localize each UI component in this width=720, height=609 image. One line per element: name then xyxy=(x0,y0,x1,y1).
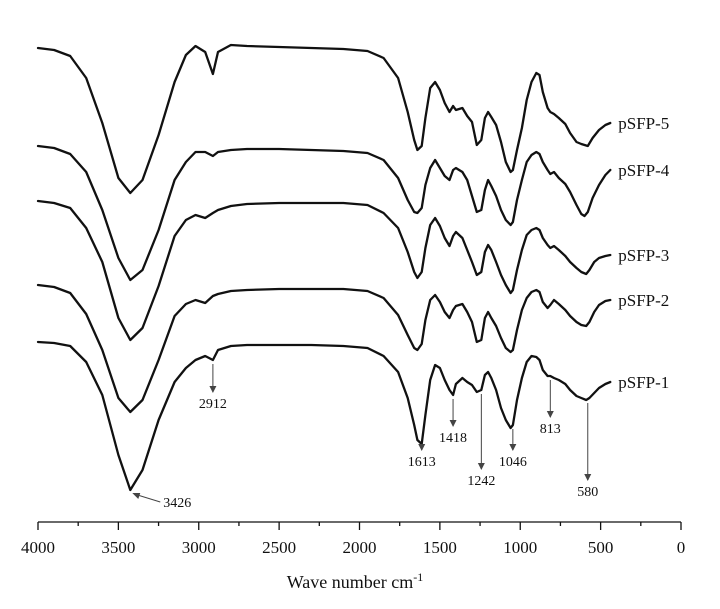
series-line-psfp-4 xyxy=(36,144,612,282)
x-tick-label-500: 500 xyxy=(588,538,614,557)
peak-arrowhead-1613 xyxy=(418,444,426,451)
series-labels: pSFP-5 pSFP-4 pSFP-3 pSFP-2 pSFP-1 xyxy=(618,114,670,392)
series-label-psfp-1: pSFP-1 xyxy=(618,373,669,392)
peak-arrowhead-1418 xyxy=(449,420,457,427)
peak-arrowhead-3426 xyxy=(132,493,141,499)
series-label-psfp-5: pSFP-5 xyxy=(618,114,669,133)
series-label-psfp-3: pSFP-3 xyxy=(618,246,669,265)
peak-label-1418: 1418 xyxy=(439,431,467,446)
x-tick-label-1000: 1000 xyxy=(503,538,537,557)
series-line-psfp-1 xyxy=(36,340,612,492)
peak-label-3426: 3426 xyxy=(163,496,191,511)
peak-label-2912: 2912 xyxy=(199,397,227,412)
peak-label-1613: 1613 xyxy=(408,455,436,470)
peak-arrowhead-1046 xyxy=(509,444,517,451)
x-tick-label-2500: 2500 xyxy=(262,538,296,557)
peak-label-1046: 1046 xyxy=(499,455,527,470)
peak-arrowhead-1242 xyxy=(477,463,485,470)
peak-label-1242: 1242 xyxy=(467,474,495,489)
peak-label-813: 813 xyxy=(540,422,561,437)
x-tick-label-4000: 4000 xyxy=(21,538,55,557)
series-label-psfp-2: pSFP-2 xyxy=(618,291,669,310)
series-line-psfp-3 xyxy=(36,199,612,342)
x-tick-label-1500: 1500 xyxy=(423,538,457,557)
x-tick-label-3000: 3000 xyxy=(182,538,216,557)
peak-label-580: 580 xyxy=(577,485,598,500)
series-label-psfp-4: pSFP-4 xyxy=(618,161,670,180)
x-axis-title: Wave number cm-1 xyxy=(287,570,424,592)
x-axis: 4000 3500 3000 2500 2000 1500 1000 500 0 xyxy=(21,521,686,557)
series-line-psfp-5 xyxy=(36,43,612,195)
series-line-psfp-2 xyxy=(36,283,612,414)
x-tick-label-0: 0 xyxy=(677,538,686,557)
peak-arrowhead-813 xyxy=(546,411,554,418)
peak-arrowhead-580 xyxy=(584,474,592,481)
x-tick-label-3500: 3500 xyxy=(101,538,135,557)
peak-arrowhead-2912 xyxy=(209,386,217,393)
spectra-group xyxy=(36,43,612,492)
x-tick-label-2000: 2000 xyxy=(343,538,377,557)
